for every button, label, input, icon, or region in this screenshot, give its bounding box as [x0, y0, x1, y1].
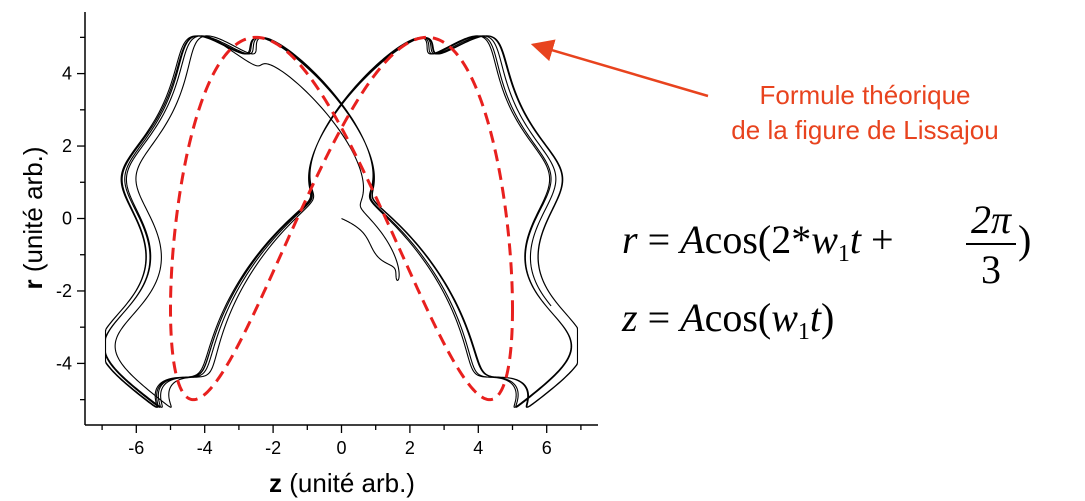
x-tick-label: 4 [473, 438, 483, 458]
x-tick-label: -4 [197, 438, 213, 458]
annotation-line-1: Formule théorique [760, 80, 971, 110]
formula-z-line: z = Acos(w1t) [621, 295, 834, 345]
formula: r = Acos(2*w1t + 2π 3 ) z = Acos(w1t) [621, 197, 1031, 345]
annotation: Formule théorique de la figure de Lissaj… [530, 39, 999, 145]
annotation-arrow [530, 39, 709, 98]
x-tick-label: -2 [265, 438, 281, 458]
x-tick-label: 0 [336, 438, 346, 458]
y-axis-label: r (unité arb.) [18, 146, 48, 289]
y-tick-label: 0 [62, 209, 72, 229]
tick-marks [77, 36, 582, 433]
x-tick-label: -6 [128, 438, 144, 458]
y-tick-label: -2 [56, 281, 72, 301]
y-tick-label: 4 [62, 64, 72, 84]
plot-curves [104, 35, 579, 408]
formula-r-close: ) [1018, 217, 1031, 262]
y-tick-label: -4 [56, 353, 72, 373]
formula-r-line: r = Acos(2*w1t + [622, 217, 894, 267]
formula-fraction-denominator: 3 [981, 247, 1001, 292]
y-tick-label: 2 [62, 136, 72, 156]
tick-labels: -6 -4 -2 0 2 4 6 -4 -2 0 2 4 [56, 64, 552, 458]
x-tick-label: 2 [405, 438, 415, 458]
x-axis-label: z (unité arb.) [269, 468, 415, 498]
x-tick-label: 6 [542, 438, 552, 458]
annotation-line-2: de la figure de Lissajou [731, 115, 998, 145]
formula-fraction-numerator: 2π [971, 197, 1012, 242]
simulated-trajectory-curve [104, 35, 579, 408]
theoretical-lissajous-curve [168, 35, 514, 402]
